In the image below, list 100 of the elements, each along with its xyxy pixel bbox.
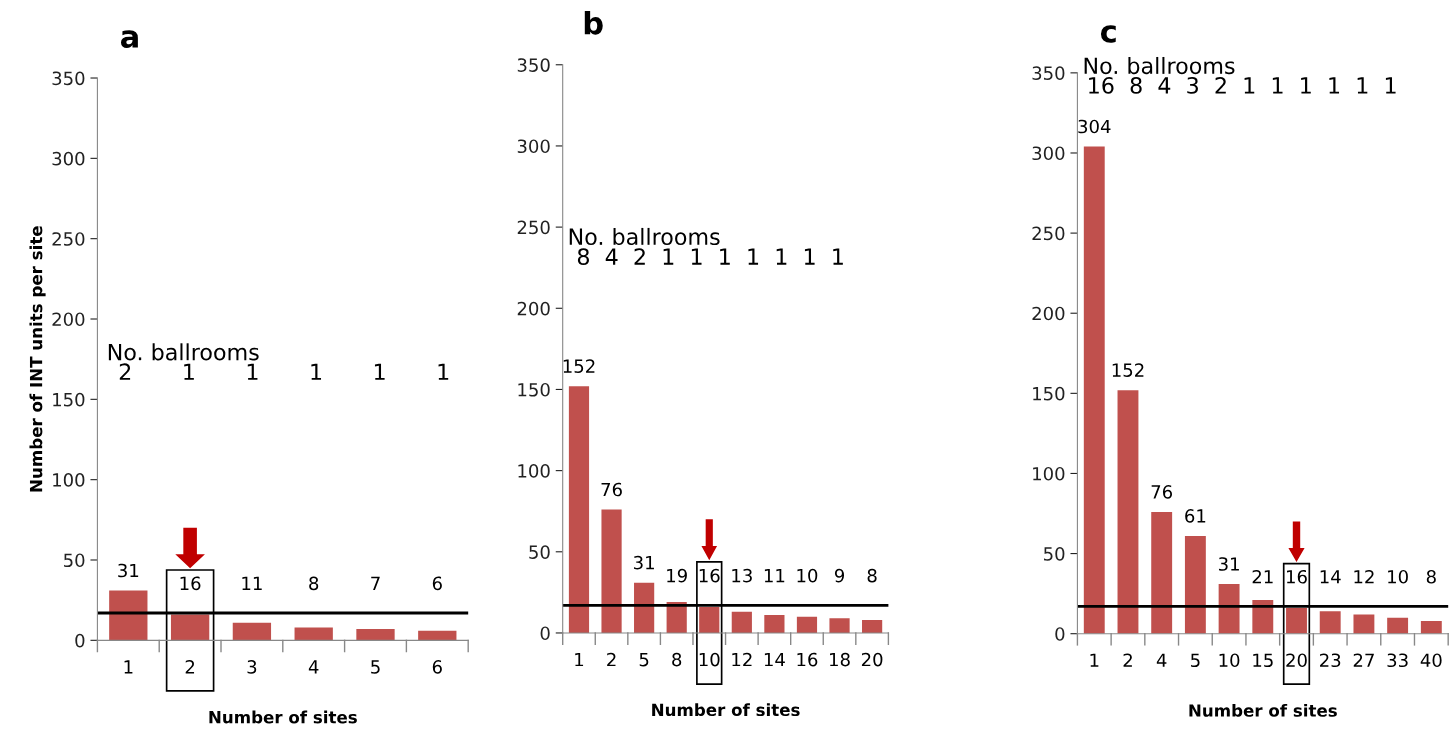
data-label: 13	[732, 568, 752, 583]
y-tick-label: 50	[64, 553, 85, 568]
bar	[356, 629, 395, 641]
x-axis-title: Number of sites	[1189, 703, 1337, 717]
data-label: 10	[1388, 569, 1408, 584]
x-tick-label: 5	[639, 652, 649, 667]
data-label: 304	[1078, 119, 1111, 134]
bar	[568, 386, 590, 633]
bar	[1252, 600, 1274, 634]
data-label: 16	[180, 576, 201, 591]
y-tick-label: 200	[52, 312, 85, 327]
data-label: 76	[1151, 485, 1173, 499]
bar	[1218, 584, 1240, 634]
data-label: 8	[867, 568, 877, 583]
bar	[764, 615, 785, 633]
bar	[731, 611, 752, 633]
y-tick-label: 350	[1032, 66, 1065, 80]
data-label: 12	[1354, 569, 1374, 584]
data-label: 14	[1320, 570, 1341, 584]
data-label: 6	[432, 576, 442, 591]
x-tick-label: 5	[1191, 653, 1200, 668]
x-tick-label: 2	[1123, 653, 1132, 667]
y-tick-label: 250	[1032, 226, 1065, 241]
bar	[1420, 620, 1442, 634]
data-label: 8	[1426, 569, 1436, 584]
bar	[109, 590, 148, 641]
y-tick-label: 250	[52, 232, 85, 246]
annotation: 8 4 2 1 1 1 1 1 1 1	[577, 248, 843, 266]
x-tick-label: 1	[124, 660, 133, 674]
annotation: No. ballrooms	[569, 227, 720, 246]
x-tick-label: 10	[1219, 653, 1240, 668]
chart-title: c	[1100, 25, 1116, 43]
chart-title: b	[584, 11, 603, 35]
data-label: 76	[601, 482, 622, 497]
y-tick-label: 250	[517, 220, 550, 235]
bar	[1319, 611, 1341, 634]
x-tick-label: 6	[432, 660, 442, 674]
y-tick-label: 150	[53, 392, 85, 407]
data-label: 11	[242, 576, 262, 590]
x-tick-label: 20	[861, 652, 883, 667]
data-label: 11	[764, 568, 785, 583]
x-tick-label: 12	[732, 652, 752, 667]
bar	[170, 614, 210, 641]
bar	[418, 630, 457, 641]
x-tick-label: 15	[1253, 653, 1273, 668]
y-tick-label: 150	[1033, 386, 1065, 401]
bar	[634, 582, 655, 633]
x-tick-label: 3	[247, 660, 257, 674]
bar	[699, 606, 720, 633]
data-label: 61	[1185, 509, 1206, 523]
bar	[1117, 390, 1139, 634]
y-tick-label: 100	[518, 464, 550, 478]
x-axis-title: Number of sites	[209, 710, 357, 724]
bar	[232, 622, 272, 641]
chart-title: a	[120, 30, 138, 48]
bar	[1151, 511, 1173, 634]
x-tick-label: 5	[371, 660, 380, 674]
x-tick-label: 1	[575, 652, 584, 667]
data-label: 152	[1112, 363, 1144, 377]
y-axis-title: Number of INT units per site	[29, 226, 46, 492]
y-tick-label: 350	[52, 71, 85, 86]
x-tick-label: 4	[1156, 653, 1167, 667]
bar	[1387, 617, 1409, 634]
y-tick-label: 50	[529, 545, 550, 559]
y-tick-label: 300	[1032, 146, 1065, 161]
y-tick-label: 200	[1032, 306, 1065, 321]
bar	[1353, 614, 1375, 634]
y-tick-label: 100	[1033, 466, 1065, 481]
bar	[862, 619, 883, 633]
y-tick-label: 300	[517, 139, 550, 154]
y-tick-label: 0	[75, 633, 85, 648]
y-tick-label: 0	[540, 626, 550, 641]
x-tick-label: 27	[1353, 653, 1374, 667]
bar	[1286, 608, 1307, 634]
x-tick-label: 16	[797, 652, 818, 667]
x-axis-title: Number of sites	[652, 703, 800, 717]
x-tick-label: 18	[830, 652, 850, 667]
x-tick-label: 1	[1090, 653, 1099, 667]
data-label: 31	[1218, 557, 1239, 571]
y-tick-label: 0	[1055, 627, 1065, 641]
bar	[294, 627, 333, 641]
data-label: 9	[834, 568, 845, 583]
x-tick-label: 10	[699, 652, 720, 667]
bar	[829, 618, 850, 633]
annotation: 16 8 4 3 2 1 1 1 1 1 1	[1089, 76, 1396, 94]
data-label: 152	[563, 359, 595, 373]
bar	[1083, 146, 1105, 634]
x-tick-label: 33	[1387, 653, 1408, 668]
y-tick-label: 200	[517, 301, 550, 316]
data-label: 7	[371, 576, 380, 590]
x-tick-label: 23	[1320, 653, 1341, 668]
data-label: 21	[1252, 569, 1273, 584]
bar	[601, 509, 622, 633]
data-label: 31	[634, 555, 654, 570]
x-tick-label: 40	[1420, 653, 1442, 668]
bar	[1184, 535, 1206, 634]
y-tick-label: 100	[53, 473, 85, 487]
y-tick-label: 150	[518, 382, 550, 397]
x-tick-label: 20	[1286, 653, 1307, 668]
bar	[796, 616, 818, 633]
